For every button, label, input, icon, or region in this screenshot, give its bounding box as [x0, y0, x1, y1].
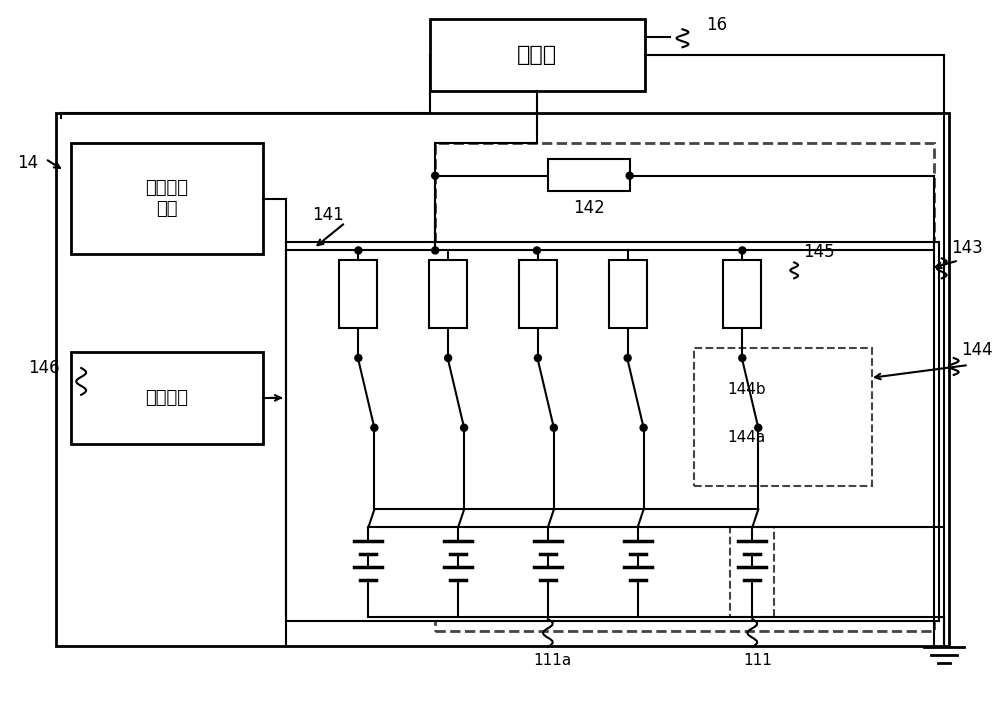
- Text: 16: 16: [706, 16, 727, 34]
- Bar: [286, 242, 939, 621]
- Circle shape: [461, 424, 468, 431]
- Text: 142: 142: [573, 199, 605, 216]
- Text: 144: 144: [961, 341, 992, 359]
- Circle shape: [445, 354, 452, 362]
- Text: 141: 141: [313, 205, 344, 224]
- Text: 111a: 111a: [534, 653, 572, 669]
- Circle shape: [355, 354, 362, 362]
- Bar: [71, 143, 263, 254]
- Text: 111: 111: [743, 653, 772, 669]
- Bar: [548, 159, 630, 191]
- Bar: [609, 261, 647, 328]
- Text: 145: 145: [803, 243, 835, 261]
- Bar: [723, 261, 761, 328]
- Circle shape: [533, 247, 540, 254]
- Bar: [519, 261, 557, 328]
- Text: 分时模块: 分时模块: [145, 389, 188, 407]
- Circle shape: [534, 354, 541, 362]
- Circle shape: [371, 424, 378, 431]
- Circle shape: [432, 172, 439, 179]
- Bar: [694, 348, 872, 486]
- Circle shape: [755, 424, 762, 431]
- Bar: [56, 113, 949, 646]
- Circle shape: [739, 354, 746, 362]
- Text: 146: 146: [28, 359, 60, 377]
- Bar: [430, 20, 645, 91]
- Bar: [435, 143, 934, 631]
- Circle shape: [550, 424, 557, 431]
- Text: 电压检测
模块: 电压检测 模块: [145, 179, 188, 218]
- Text: 14: 14: [17, 154, 38, 172]
- Bar: [339, 261, 377, 328]
- Circle shape: [640, 424, 647, 431]
- Text: 144a: 144a: [727, 431, 765, 445]
- Circle shape: [626, 172, 633, 179]
- Text: 控制器: 控制器: [517, 45, 557, 65]
- Text: 144b: 144b: [727, 383, 766, 397]
- Circle shape: [355, 247, 362, 254]
- Bar: [429, 261, 467, 328]
- Circle shape: [624, 354, 631, 362]
- Text: 143: 143: [951, 240, 983, 258]
- Circle shape: [739, 247, 746, 254]
- Circle shape: [432, 247, 439, 254]
- Bar: [71, 352, 263, 444]
- Bar: [730, 527, 774, 617]
